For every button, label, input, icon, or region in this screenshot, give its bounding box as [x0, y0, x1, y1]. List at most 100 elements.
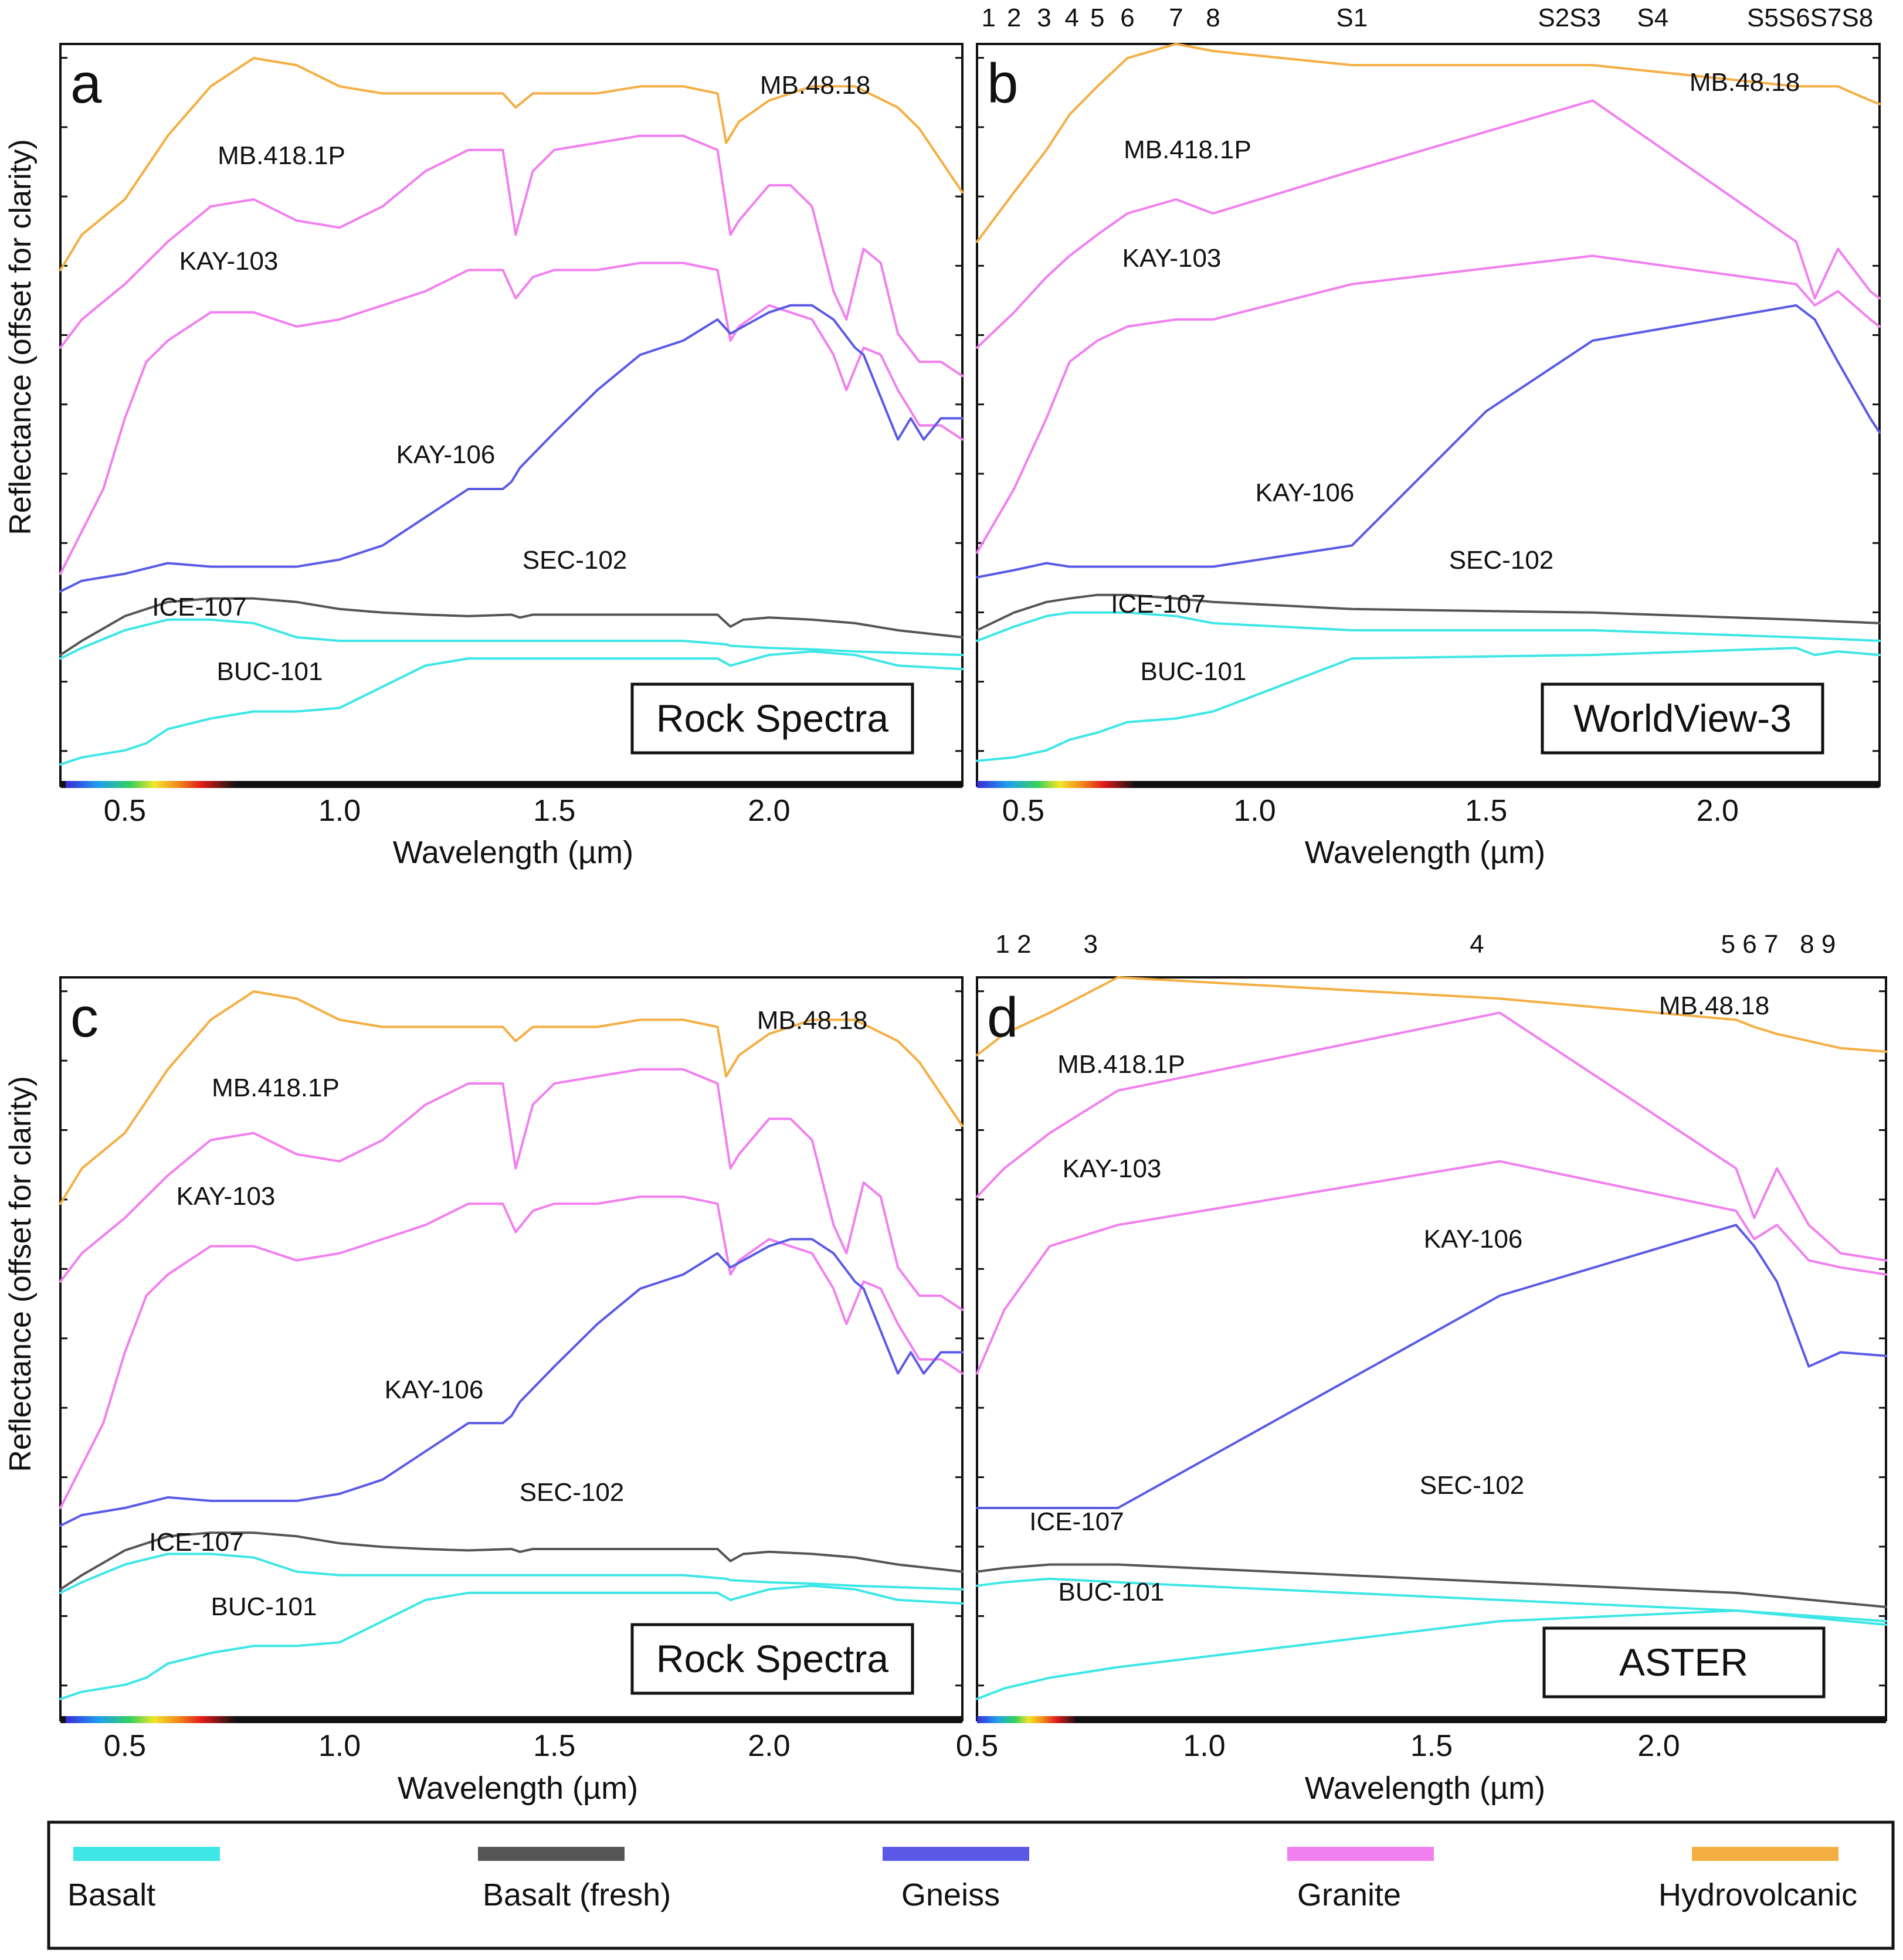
panel-b-band-label: 6: [1120, 4, 1134, 32]
panel-b-series-label-kay-103: KAY-103: [1122, 244, 1222, 273]
legend-swatch-hydrovolcanic: [1692, 1847, 1838, 1861]
panel-c-series-sec-102: [59, 1531, 964, 1591]
panel-b-band-label: S4: [1637, 4, 1668, 32]
panel-a-series-label-buc-101: BUC-101: [217, 657, 323, 686]
panel-b-series-kay-106: [976, 304, 1881, 579]
legend-frame: [47, 1820, 1895, 1950]
panel-c-series-buc-101: [59, 1584, 964, 1700]
panel-d-frame: [976, 976, 1887, 1721]
legend-label-hydrovolcanic: Hydrovolcanic: [1658, 1877, 1857, 1913]
legend: Basalt Basalt (fresh) Gneiss Granite Hyd…: [47, 1820, 1895, 1950]
legend-label-basalt-fresh: Basalt (fresh): [483, 1877, 671, 1913]
y-axis-label-top: Reflectance (offset for clarity): [4, 139, 38, 535]
panel-d-marks: 0.5 1.0 1.5 2.0 1 2 3 4 5 6 7 8 9 MB.48.18 MB.418.…: [956, 930, 1887, 1763]
panel-c-series-mb-418-1p: [59, 1068, 964, 1312]
panel-a-tag-box: [630, 682, 914, 755]
panel-a-x-tick-label: 2.0: [748, 794, 790, 828]
panel-d-series-label-sec-102: SEC-102: [1420, 1471, 1525, 1500]
panel-b: 0.5 1.0 1.5 2.0 1 2 3 4 5 6 7 8 S1 S2S3 S4 S5S6S7S8 MB.4…: [976, 4, 1881, 870]
panel-a-series-label-kay-103: KAY-103: [179, 247, 279, 276]
legend-item-basalt: Basalt: [67, 1847, 220, 1913]
legend-swatch-basalt-fresh: [478, 1847, 625, 1861]
panel-c-series-kay-106: [59, 1238, 964, 1527]
panel-b-band-label: 8: [1206, 4, 1220, 32]
panel-b-frame: [976, 43, 1881, 787]
panel-c-series-label-buc-101: BUC-101: [211, 1592, 317, 1621]
panel-b-band-label: 1: [981, 4, 995, 32]
panel-c-series-label-kay-103: KAY-103: [177, 1182, 276, 1211]
legend-label-granite: Granite: [1297, 1877, 1401, 1913]
panel-d-series-mb-48-18: [976, 976, 1887, 1057]
panel-b-series-label-mb-418-1p: MB.418.1P: [1124, 135, 1251, 164]
legend-swatch-gneiss: [883, 1847, 1029, 1861]
panel-d-band-label: 3: [1084, 930, 1098, 959]
panel-b-x-tick-label: 1.0: [1233, 794, 1276, 828]
panel-b-series-ice-107: [976, 611, 1881, 642]
panel-c-marks: 0.5 1.0 1.5 2.0 MB.48.18 MB.418.1P KAY-103 KAY-…: [59, 990, 964, 1763]
panel-a-series-kay-103: [59, 261, 964, 575]
panel-b-tag: WorldView-3: [1573, 697, 1792, 740]
panel-b-spectrum-bar: [977, 781, 1880, 788]
panel-a-series-buc-101: [59, 650, 964, 766]
panel-d-tag-box: [1542, 1626, 1826, 1699]
panel-b-series-label-kay-106: KAY-106: [1256, 478, 1355, 507]
panel-b-series-label-sec-102: SEC-102: [1449, 546, 1554, 575]
panel-d-x-tick-label: 1.0: [1183, 1729, 1225, 1763]
panel-d-letter: d: [987, 986, 1018, 1049]
panel-c-x-tick-label: 2.0: [748, 1729, 790, 1763]
panel-d-series-label-ice-107: ICE-107: [1029, 1507, 1124, 1536]
panel-c-tag-box: [630, 1623, 914, 1695]
panel-a: 0.5 1.0 1.5 2.0 MB.48.18 MB.418.1P KAY-103 KAY-…: [59, 43, 964, 870]
panel-b-visible-spectrum: [977, 781, 1135, 788]
panel-d-series-kay-106: [976, 1224, 1887, 1509]
panel-b-tag-box: [1541, 682, 1824, 755]
legend-label-gneiss: Gneiss: [901, 1877, 1000, 1913]
panel-a-series-label-mb-48-18: MB.48.18: [760, 71, 870, 100]
panel-c-tag: Rock Spectra: [656, 1637, 888, 1680]
panel-c-x-tick-label: 1.0: [318, 1729, 361, 1763]
panel-d-x-tick-label: 2.0: [1637, 1729, 1680, 1763]
panel-a-frame: [59, 43, 964, 787]
panel-b-band-label: 2: [1007, 4, 1021, 32]
panel-b-band-label: S1: [1336, 4, 1368, 32]
panel-a-x-axis-label: Wavelength (µm): [393, 835, 633, 870]
panel-c-series-label-kay-106: KAY-106: [385, 1375, 484, 1404]
panel-a-letter: a: [70, 52, 102, 115]
legend-label-basalt: Basalt: [67, 1877, 155, 1913]
panel-d-series-sec-102: [976, 1563, 1887, 1608]
panel-b-band-label: 5: [1090, 4, 1104, 32]
panel-d-series-buc-101: [976, 1609, 1887, 1700]
panel-b-letter: b: [987, 52, 1018, 115]
panel-b-band-label: S5S6S7S8: [1747, 4, 1873, 32]
panel-c-series-kay-103: [59, 1195, 964, 1509]
legend-item-gneiss: Gneiss: [883, 1847, 1029, 1913]
panel-d-spectrum-bar: [977, 1716, 1886, 1723]
panel-d: 0.5 1.0 1.5 2.0 1 2 3 4 5 6 7 8 9 MB.48.18 MB.418.…: [956, 930, 1887, 1806]
panel-a-tag: Rock Spectra: [656, 697, 888, 740]
panel-c-series-ice-107: [59, 1553, 964, 1594]
panel-a-series-kay-106: [59, 304, 964, 593]
panel-c-x-axis-label: Wavelength (µm): [398, 1771, 638, 1806]
panel-c-letter: c: [70, 986, 99, 1049]
panel-b-band-label: 4: [1065, 4, 1079, 32]
legend-item-hydrovolcanic: Hydrovolcanic: [1658, 1847, 1857, 1913]
panel-c-series-label-mb-48-18: MB.48.18: [757, 1006, 867, 1035]
panel-a-series-mb-418-1p: [59, 134, 964, 378]
panel-d-band-label: 8 9: [1800, 930, 1836, 959]
legend-item-basalt-fresh: Basalt (fresh): [478, 1847, 671, 1913]
panel-d-series-label-buc-101: BUC-101: [1059, 1578, 1165, 1606]
panel-d-series-kay-103: [976, 1160, 1887, 1375]
panel-d-x-tick-label: 0.5: [956, 1729, 998, 1763]
panel-b-x-tick-label: 0.5: [1002, 794, 1044, 828]
panel-b-x-tick-label: 1.5: [1465, 794, 1507, 828]
panel-a-spectrum-bar: [60, 781, 962, 788]
panel-d-series-mb-418-1p: [976, 1011, 1887, 1262]
panel-a-series-label-kay-106: KAY-106: [396, 440, 496, 469]
panel-d-band-label: 4: [1470, 930, 1484, 959]
panel-c-spectrum-bar: [60, 1716, 962, 1723]
panel-b-marks: 0.5 1.0 1.5 2.0 1 2 3 4 5 6 7 8 S1 S2S3 S4 S5S6S7S8 MB.4…: [976, 4, 1881, 828]
panel-a-series-sec-102: [59, 597, 964, 657]
panel-b-series-label-buc-101: BUC-101: [1141, 657, 1247, 686]
panel-b-series-kay-103: [976, 254, 1881, 554]
panel-b-series-sec-102: [976, 593, 1881, 631]
